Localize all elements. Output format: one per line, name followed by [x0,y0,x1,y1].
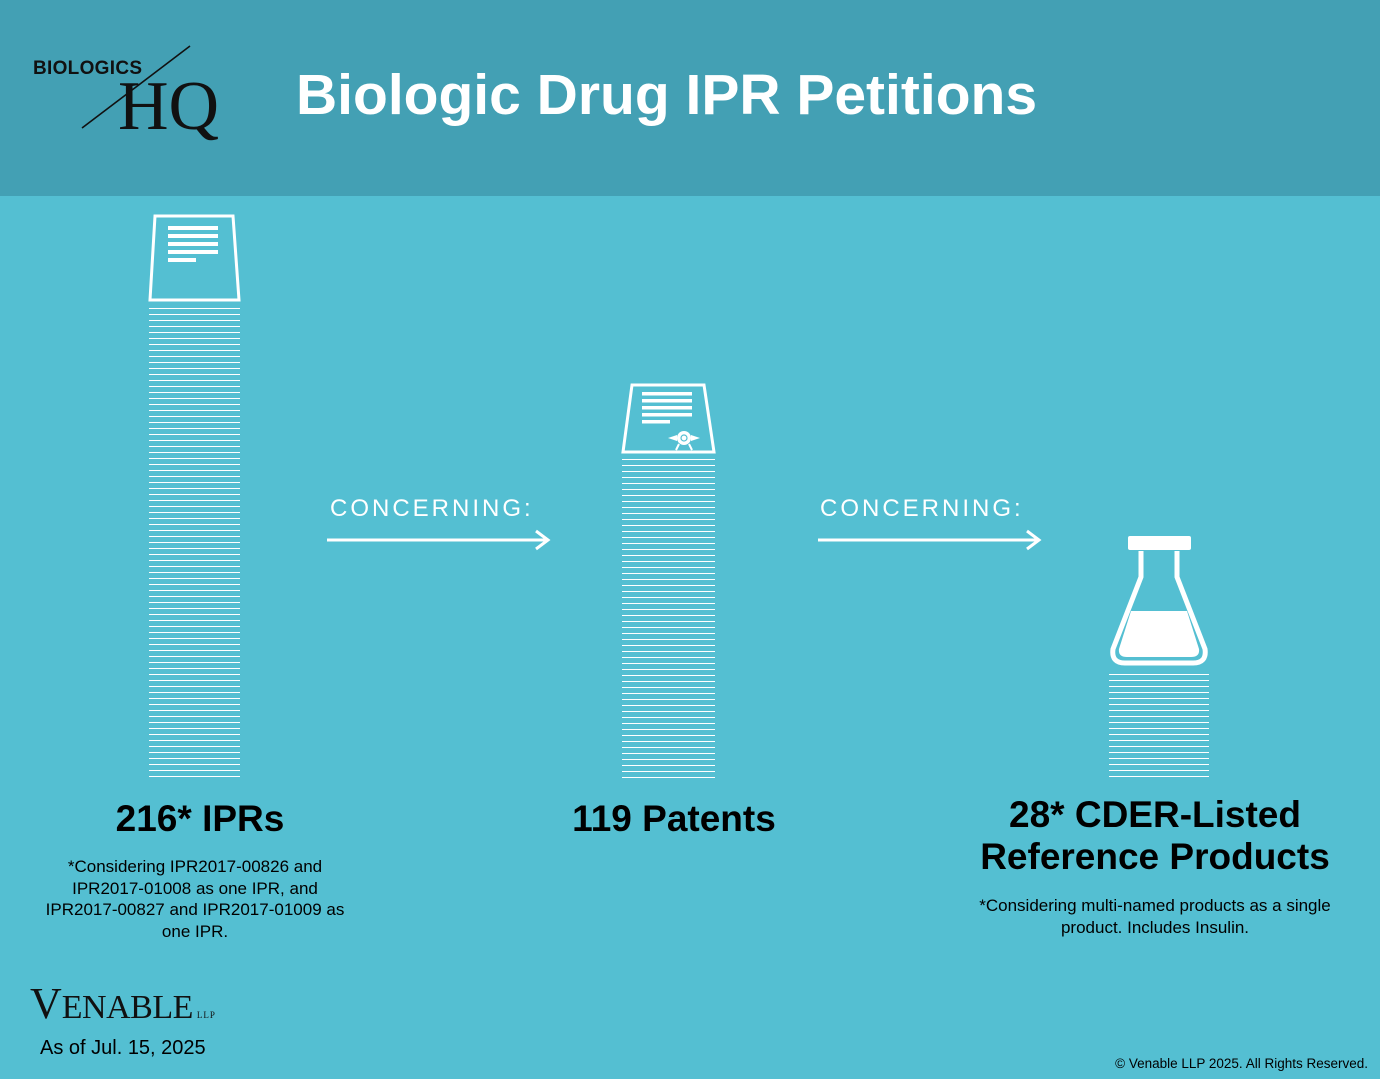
patent-certificate-icon [621,383,716,454]
arrow-right-icon [327,529,551,551]
venable-logo-llp: LLP [196,1010,216,1020]
flask-icon [1110,536,1208,666]
concerning-label-2: CONCERNING: [820,495,1024,522]
logo-slash-icon [81,45,191,129]
arrow-right-icon [818,529,1042,551]
ipr-stack-lines [149,308,240,781]
document-icon [148,214,241,302]
venable-logo-rest: ENABLE [61,989,194,1026]
patent-stack-lines [622,459,715,781]
product-count-label-line1: 28* CDER-Listed [1009,794,1301,835]
product-footnote: *Considering multi-named products as a s… [979,896,1331,937]
patent-count-label: 119 Patents [572,798,776,839]
logo-small-text: BIOLOGICS [33,58,143,79]
ipr-footnote: *Considering IPR2017-00826 and IPR2017-0… [45,857,345,941]
concerning-label-1: CONCERNING: [330,495,534,522]
ipr-count-label: 216* IPRs [115,798,285,839]
header-band: BIOLOGICS HQ Biologic Drug IPR Petitions [0,0,1380,196]
page-title: Biologic Drug IPR Petitions [296,63,1038,127]
logo-big-text: HQ [118,68,220,145]
biologics-hq-logo: BIOLOGICS HQ [28,42,248,154]
copyright-notice: © Venable LLP 2025. All Rights Reserved. [1115,1056,1368,1071]
as-of-date: As of Jul. 15, 2025 [40,1037,206,1059]
product-count-label: 28* CDER-Listed Reference Products [950,794,1360,878]
venable-logo-v: V [30,979,62,1028]
product-stack-lines [1109,674,1209,780]
venable-logo: VENABLE LLP [30,978,216,1029]
product-count-label-line2: Reference Products [980,836,1330,877]
